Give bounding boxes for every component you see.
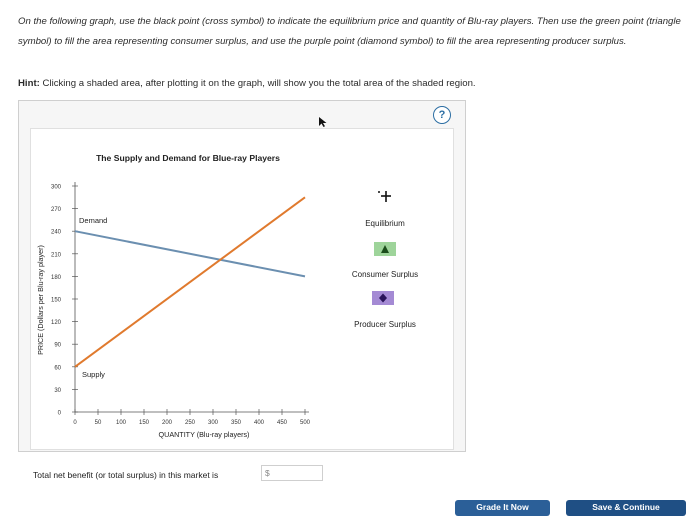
total-surplus-prompt: Total net benefit (or total surplus) in …: [33, 470, 218, 480]
cross-icon[interactable]: [373, 189, 395, 203]
y-tick-label: 240: [51, 230, 62, 236]
y-tick-label: 180: [51, 275, 62, 281]
y-tick-label: 150: [51, 298, 62, 304]
hint-label: Hint:: [18, 78, 40, 89]
y-axis-label: PRICE (Dollars per Blu-ray player): [36, 245, 45, 355]
mouse-cursor-icon: [319, 117, 327, 127]
hint-text: Hint: Clicking a shaded area, after plot…: [18, 78, 688, 89]
y-tick-label: 60: [54, 365, 61, 371]
y-tick-label: 210: [51, 252, 62, 258]
total-surplus-prefix: $: [265, 468, 270, 478]
demand-curve: [74, 230, 306, 278]
x-tick-label: 500: [300, 420, 311, 426]
y-tick-label: 300: [51, 185, 62, 191]
x-tick-label: 450: [277, 420, 288, 426]
diamond-icon[interactable]: [372, 291, 394, 305]
chart-title: The Supply and Demand for Blue-ray Playe…: [96, 153, 280, 163]
hint-body: Clicking a shaded area, after plotting i…: [42, 78, 476, 89]
help-button[interactable]: ?: [433, 106, 451, 124]
graph-area[interactable]: [30, 128, 454, 450]
x-tick-label: 250: [185, 420, 196, 426]
save-continue-button[interactable]: Save & Continue: [566, 500, 686, 516]
instructions-text: On the following graph, use the black po…: [18, 16, 681, 47]
y-tick-label: 30: [54, 388, 61, 394]
producer-surplus-label: Producer Surplus: [354, 320, 416, 329]
x-tick-label: 50: [95, 420, 102, 426]
total-surplus-label: Total net benefit (or total surplus) in …: [33, 470, 219, 480]
x-tick-label: 0: [73, 420, 77, 426]
y-tick-label: 90: [54, 343, 61, 349]
total-surplus-input[interactable]: $: [261, 465, 323, 481]
demand-label: Demand: [79, 216, 107, 225]
y-tick-label: 120: [51, 320, 62, 326]
supply-label: Supply: [82, 370, 105, 379]
x-tick-label: 300: [208, 420, 219, 426]
supply-curve: [74, 196, 306, 368]
x-tick-label: 400: [254, 420, 265, 426]
grade-it-now-button[interactable]: Grade It Now: [455, 500, 550, 516]
y-tick-label: 270: [51, 207, 62, 213]
x-tick-label: 200: [162, 420, 173, 426]
x-axis-label: QUANTITY (Blu-ray players): [159, 430, 250, 439]
triangle-icon[interactable]: [374, 242, 396, 256]
equilibrium-label: Equilibrium: [365, 219, 405, 228]
y-tick-label: 0: [58, 411, 62, 417]
x-tick-label: 100: [116, 420, 127, 426]
x-tick-label: 350: [231, 420, 242, 426]
consumer-surplus-label: Consumer Surplus: [351, 270, 419, 279]
x-tick-label: 150: [139, 420, 150, 426]
